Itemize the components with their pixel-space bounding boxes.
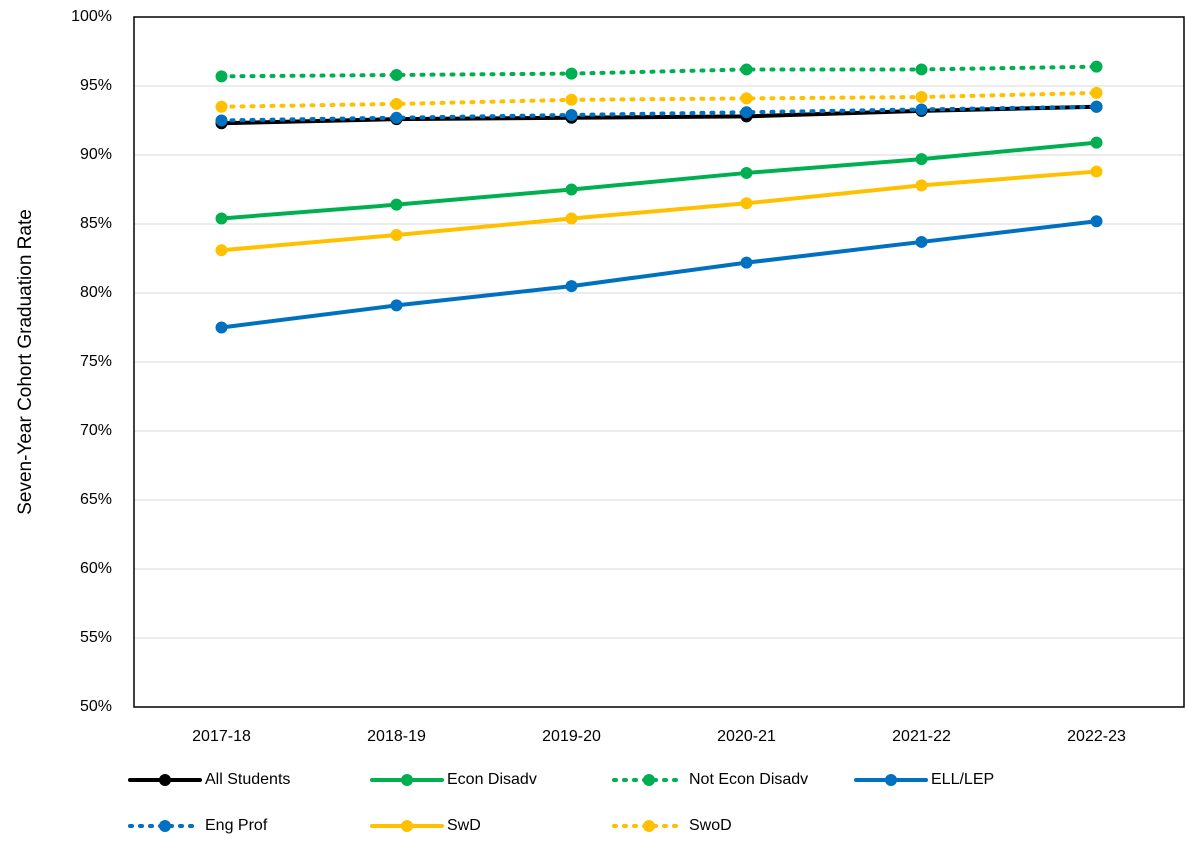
series-line bbox=[219, 169, 1099, 253]
y-tick-label: 85% bbox=[80, 215, 112, 232]
y-tick-label: 50% bbox=[80, 698, 112, 715]
x-tick-label: 2020-21 bbox=[717, 728, 776, 745]
y-tick-label: 95% bbox=[80, 77, 112, 94]
y-tick-label: 75% bbox=[80, 353, 112, 370]
series-line bbox=[219, 104, 1099, 123]
legend-label: Not Econ Disadv bbox=[689, 771, 808, 788]
y-tick-label: 80% bbox=[80, 284, 112, 301]
legend-label: ELL/LEP bbox=[931, 771, 994, 788]
point bbox=[390, 198, 403, 211]
legend-marker bbox=[401, 774, 413, 786]
legend-marker bbox=[885, 774, 897, 786]
point bbox=[915, 235, 928, 248]
x-tick-label: 2021-22 bbox=[892, 728, 951, 745]
legend-marker bbox=[159, 820, 171, 832]
point bbox=[215, 244, 228, 257]
point bbox=[740, 63, 753, 76]
x-tick-label: 2019-20 bbox=[542, 728, 601, 745]
point bbox=[565, 183, 578, 196]
x-tick-label: 2018-19 bbox=[367, 728, 426, 745]
point bbox=[215, 212, 228, 225]
point bbox=[565, 280, 578, 293]
legend-label: SwoD bbox=[689, 817, 732, 834]
point bbox=[390, 299, 403, 312]
legend-marker bbox=[401, 820, 413, 832]
point bbox=[215, 70, 228, 83]
legend-label: SwD bbox=[447, 817, 481, 834]
point bbox=[1090, 215, 1103, 228]
y-axis-label: Seven-Year Cohort Graduation Rate bbox=[15, 209, 36, 515]
point bbox=[740, 197, 753, 210]
point bbox=[390, 229, 403, 242]
point bbox=[565, 108, 578, 121]
legend-label: Econ Disadv bbox=[447, 771, 537, 788]
point bbox=[915, 153, 928, 166]
point bbox=[565, 67, 578, 80]
plot-border bbox=[133, 16, 1185, 708]
point bbox=[1090, 165, 1103, 178]
legend-label: Eng Prof bbox=[205, 817, 268, 834]
point bbox=[915, 63, 928, 76]
y-tick-label: 100% bbox=[71, 8, 112, 25]
point bbox=[740, 92, 753, 105]
y-tick-label: 90% bbox=[80, 146, 112, 163]
point bbox=[565, 93, 578, 106]
point bbox=[215, 114, 228, 127]
point bbox=[1090, 100, 1103, 113]
point bbox=[740, 166, 753, 179]
series-line bbox=[219, 90, 1099, 109]
point bbox=[390, 68, 403, 81]
point bbox=[215, 100, 228, 113]
point bbox=[915, 179, 928, 192]
point bbox=[215, 321, 228, 334]
y-tick-label: 70% bbox=[80, 422, 112, 439]
point bbox=[915, 103, 928, 116]
point bbox=[390, 111, 403, 124]
x-tick-label: 2017-18 bbox=[192, 728, 251, 745]
series-line bbox=[219, 140, 1099, 221]
y-tick-label: 65% bbox=[80, 491, 112, 508]
point bbox=[740, 106, 753, 119]
point bbox=[740, 256, 753, 269]
y-tick-label: 55% bbox=[80, 629, 112, 646]
legend-marker bbox=[159, 774, 171, 786]
series-line bbox=[219, 64, 1099, 79]
point bbox=[1090, 60, 1103, 73]
legend-marker bbox=[643, 820, 655, 832]
point bbox=[1090, 136, 1103, 149]
x-tick-label: 2022-23 bbox=[1067, 728, 1126, 745]
y-tick-label: 60% bbox=[80, 560, 112, 577]
point bbox=[915, 91, 928, 104]
point bbox=[390, 97, 403, 110]
point bbox=[565, 212, 578, 225]
series-line bbox=[219, 219, 1099, 330]
legend-label: All Students bbox=[205, 771, 290, 788]
legend-marker bbox=[643, 774, 655, 786]
point bbox=[1090, 86, 1103, 99]
